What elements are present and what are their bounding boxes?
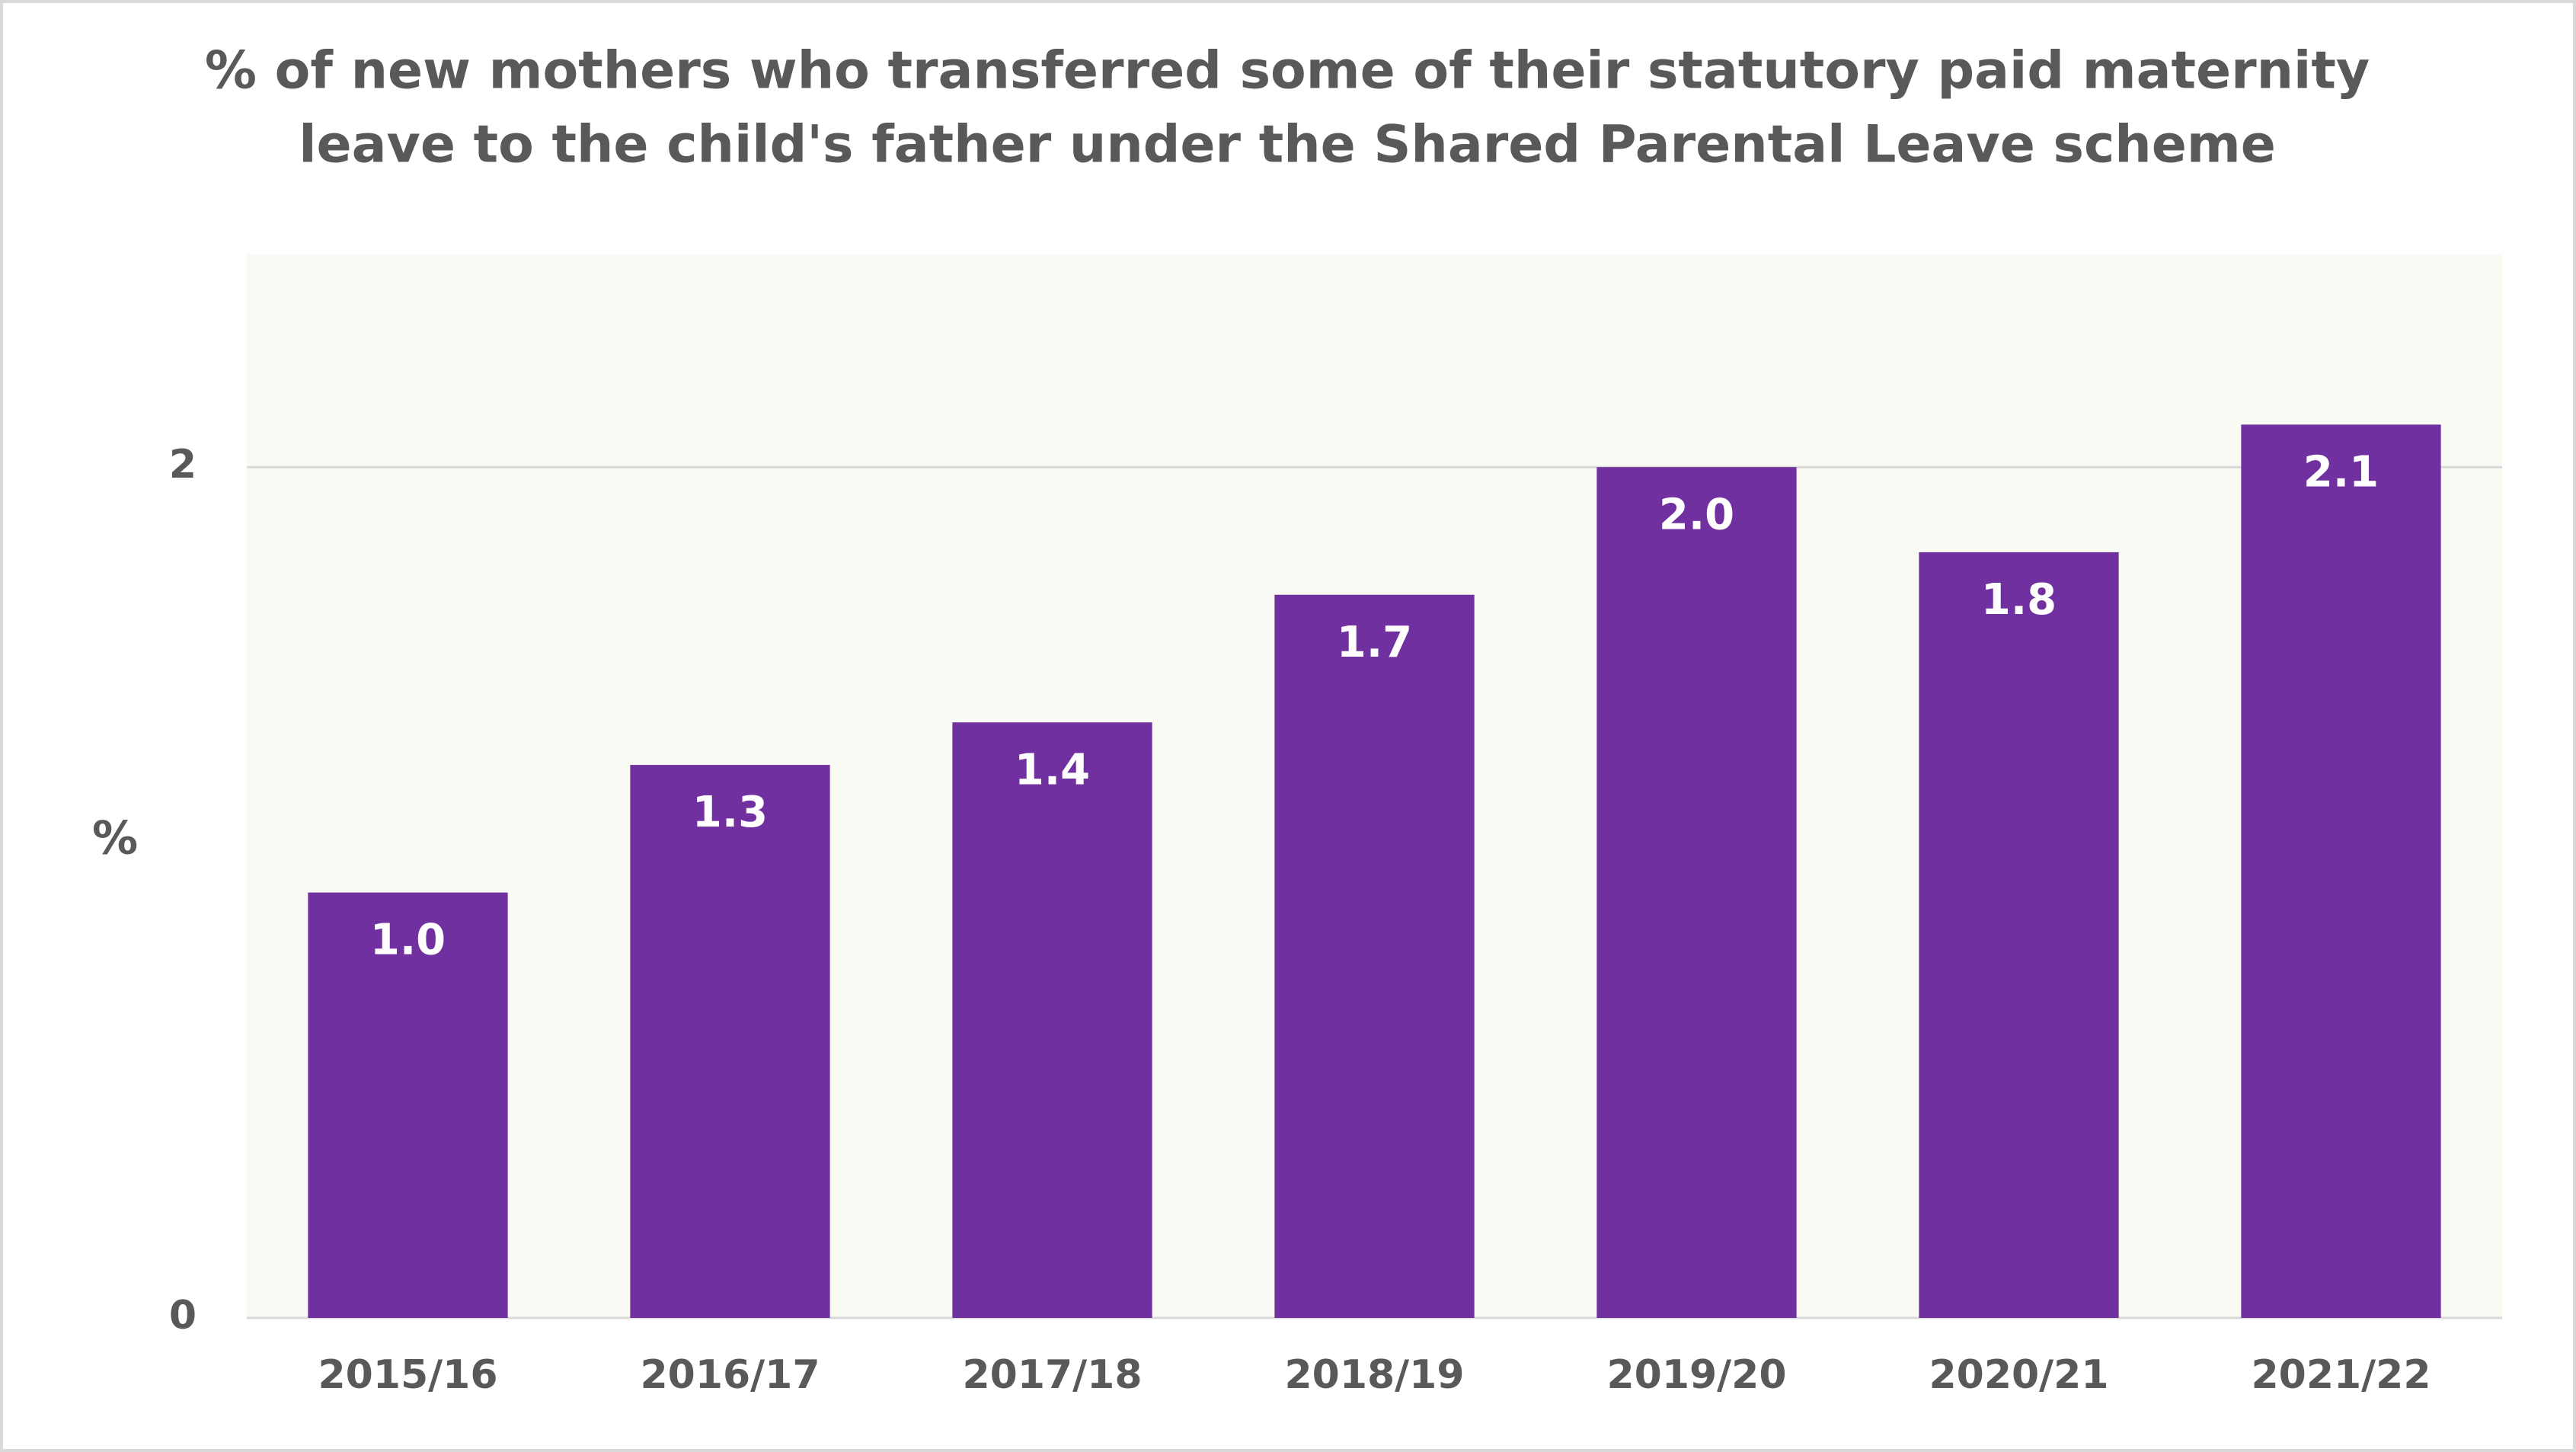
bar [2241,424,2441,1318]
x-tick-label: 2015/16 [318,1352,497,1398]
x-tick-label: 2019/20 [1606,1352,1786,1398]
bar [1596,467,1797,1319]
y-tick-label: 0 [169,1293,197,1338]
data-label: 2.1 [2303,448,2379,497]
x-tick-label: 2021/22 [2251,1352,2431,1398]
x-tick-label: 2018/19 [1284,1352,1464,1398]
chart-title: leave to the child's father under the Sh… [299,115,2276,175]
bar [952,722,1152,1318]
x-tick-label: 2017/18 [962,1352,1142,1398]
data-label: 1.4 [1015,745,1090,795]
bar [1919,552,2119,1318]
data-label: 1.8 [1981,575,2057,625]
bar [308,892,508,1318]
data-label: 1.3 [692,788,768,837]
chart-title: % of new mothers who transferred some of… [205,41,2370,101]
x-tick-label: 2020/21 [1929,1352,2108,1398]
y-axis-label: % [92,812,138,865]
y-tick-label: 2 [169,442,197,488]
x-tick-label: 2016/17 [640,1352,820,1398]
data-label: 1.0 [370,916,446,965]
data-label: 2.0 [1659,490,1734,539]
data-label: 1.7 [1337,618,1412,667]
bar [630,765,830,1318]
bar [1274,594,1475,1318]
